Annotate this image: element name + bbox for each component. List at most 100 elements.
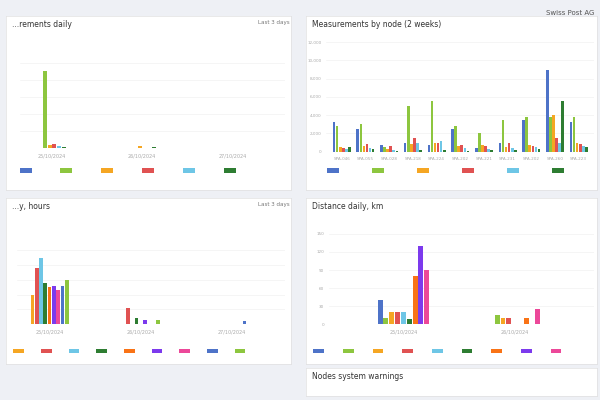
- Bar: [356, 129, 359, 152]
- Text: Measurements by node (2 weeks): Measurements by node (2 weeks): [312, 20, 441, 29]
- Bar: [243, 321, 247, 324]
- Bar: [57, 146, 61, 148]
- Bar: [546, 70, 548, 152]
- Bar: [41, 348, 52, 354]
- Bar: [333, 122, 335, 152]
- Bar: [481, 145, 484, 152]
- Text: ...y, hours: ...y, hours: [12, 202, 50, 211]
- Bar: [538, 149, 541, 152]
- Bar: [126, 308, 130, 324]
- Bar: [101, 168, 113, 173]
- Bar: [535, 309, 541, 324]
- Bar: [373, 348, 383, 354]
- Text: Nodes system warnings: Nodes system warnings: [312, 372, 403, 381]
- Bar: [417, 168, 429, 173]
- Bar: [386, 149, 389, 152]
- Bar: [521, 348, 532, 354]
- Bar: [389, 146, 392, 152]
- Text: Last 3 days: Last 3 days: [258, 20, 290, 25]
- Bar: [502, 120, 505, 152]
- Bar: [401, 312, 406, 324]
- Text: ...rements daily: ...rements daily: [12, 20, 72, 29]
- Bar: [56, 290, 60, 324]
- Bar: [487, 149, 490, 152]
- Bar: [404, 142, 406, 152]
- Bar: [372, 168, 384, 173]
- Bar: [43, 71, 47, 148]
- Bar: [514, 150, 517, 152]
- Bar: [551, 348, 561, 354]
- Bar: [413, 138, 416, 152]
- Bar: [62, 147, 66, 148]
- Bar: [339, 147, 341, 152]
- Bar: [383, 318, 388, 324]
- Bar: [68, 348, 79, 354]
- Bar: [410, 144, 413, 152]
- Bar: [467, 151, 469, 152]
- Bar: [403, 348, 413, 354]
- Bar: [460, 145, 463, 152]
- Bar: [491, 348, 502, 354]
- Bar: [342, 148, 344, 152]
- Bar: [457, 146, 460, 152]
- Bar: [437, 142, 439, 152]
- Bar: [327, 168, 339, 173]
- Bar: [348, 147, 351, 152]
- Bar: [235, 348, 245, 354]
- Bar: [484, 146, 487, 152]
- Bar: [562, 102, 564, 152]
- Bar: [499, 142, 501, 152]
- Bar: [413, 276, 418, 324]
- Bar: [559, 142, 561, 152]
- Bar: [424, 270, 429, 324]
- Bar: [395, 151, 398, 152]
- Bar: [52, 144, 56, 148]
- Bar: [52, 286, 56, 324]
- Bar: [428, 145, 430, 152]
- Bar: [383, 147, 386, 152]
- Bar: [582, 146, 584, 152]
- Bar: [555, 138, 558, 152]
- Bar: [389, 312, 394, 324]
- Bar: [434, 144, 436, 152]
- Bar: [138, 146, 142, 148]
- Bar: [549, 117, 551, 152]
- Bar: [478, 134, 481, 152]
- Bar: [179, 348, 190, 354]
- Bar: [43, 283, 47, 324]
- Bar: [506, 318, 511, 324]
- Bar: [418, 246, 424, 324]
- Bar: [156, 320, 160, 324]
- Bar: [19, 168, 32, 173]
- Bar: [365, 144, 368, 152]
- Bar: [431, 102, 433, 152]
- Bar: [377, 300, 383, 324]
- Bar: [500, 318, 505, 324]
- Bar: [462, 168, 474, 173]
- Bar: [461, 348, 472, 354]
- Bar: [380, 145, 383, 152]
- Bar: [395, 312, 400, 324]
- Bar: [576, 142, 578, 152]
- Bar: [490, 150, 493, 152]
- Bar: [552, 115, 555, 152]
- Bar: [532, 146, 534, 152]
- Bar: [392, 150, 395, 152]
- Bar: [579, 144, 581, 152]
- Bar: [207, 348, 218, 354]
- Bar: [507, 168, 519, 173]
- Bar: [369, 148, 371, 152]
- Bar: [407, 106, 410, 152]
- Bar: [134, 318, 138, 324]
- Bar: [31, 294, 34, 324]
- Bar: [65, 280, 68, 324]
- Bar: [39, 258, 43, 324]
- Bar: [475, 148, 478, 152]
- Bar: [440, 141, 442, 152]
- Bar: [522, 120, 525, 152]
- Bar: [535, 147, 537, 152]
- Bar: [505, 147, 508, 152]
- Bar: [47, 145, 52, 148]
- Bar: [464, 148, 466, 152]
- Bar: [569, 122, 572, 152]
